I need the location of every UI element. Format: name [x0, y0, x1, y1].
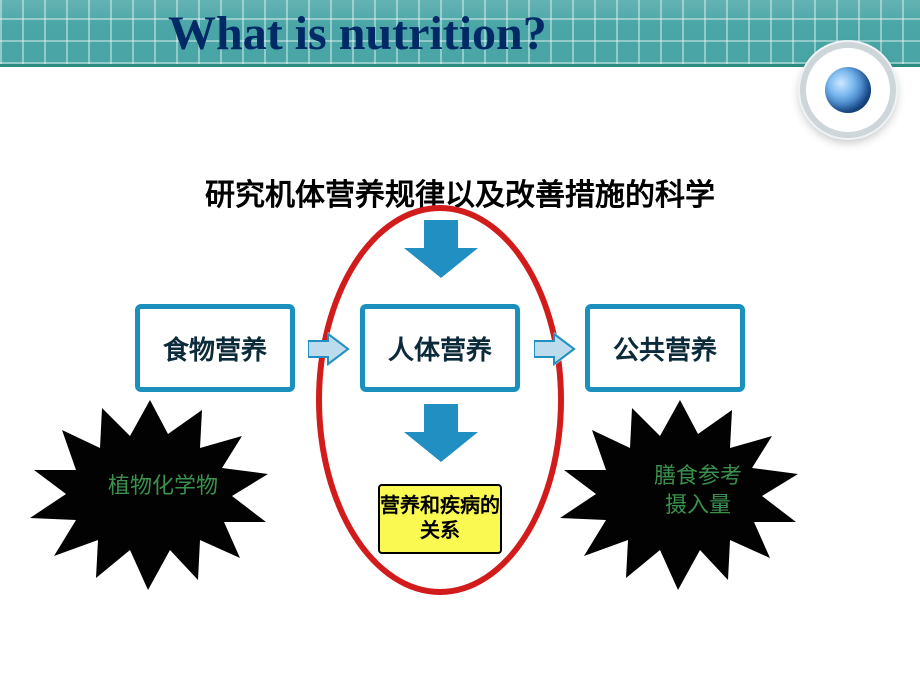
flow-node-human-nutrition: 人体营养 [360, 304, 520, 392]
arrow-right-icon [534, 332, 576, 366]
starburst-right: 膳食参考 摄入量 [560, 400, 800, 590]
arrow-down-icon [404, 220, 478, 278]
highlight-box: 营养和疾病的关系 [378, 484, 502, 554]
flow-node-food-nutrition: 食物营养 [135, 304, 295, 392]
highlight-label: 营养和疾病的关系 [380, 494, 500, 544]
logo-badge [800, 42, 896, 138]
burst-left-label: 植物化学物 [108, 472, 218, 501]
header-divider [0, 64, 920, 67]
flow-node-public-nutrition: 公共营养 [585, 304, 745, 392]
globe-icon [825, 67, 871, 113]
page-title: What is nutrition? [168, 6, 547, 61]
starburst-left: 植物化学物 [30, 400, 270, 590]
node-label: 公共营养 [613, 330, 717, 367]
node-label: 人体营养 [388, 330, 492, 367]
burst-right-label: 膳食参考 摄入量 [654, 462, 742, 519]
arrow-right-icon [308, 332, 350, 366]
arrow-down-icon [404, 404, 478, 462]
node-label: 食物营养 [163, 330, 267, 367]
